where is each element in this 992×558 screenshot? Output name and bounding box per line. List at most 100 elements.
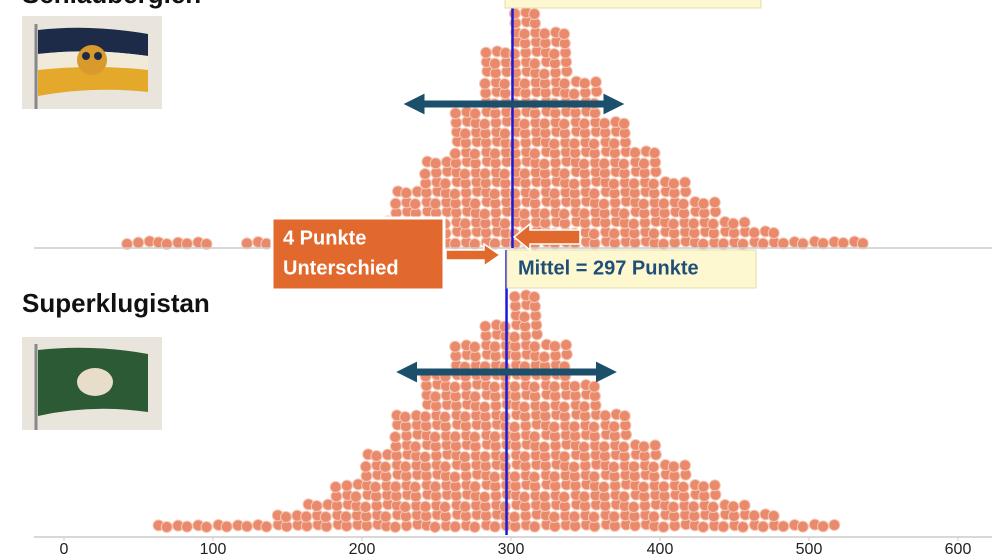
- dot: [578, 490, 591, 503]
- x-tick-label: 400: [647, 541, 674, 558]
- dot: [240, 237, 253, 250]
- dot: [181, 520, 193, 533]
- dot: [538, 351, 551, 363]
- mean-box: [506, 249, 757, 289]
- dot: [160, 521, 173, 533]
- dot: [459, 127, 472, 140]
- dot: [409, 198, 422, 210]
- dot: [607, 178, 620, 190]
- dot: [578, 400, 591, 413]
- dot: [389, 431, 402, 443]
- dot: [628, 177, 640, 190]
- dot: [597, 481, 610, 493]
- dot: [679, 176, 691, 189]
- dot: [608, 420, 621, 433]
- x-tick-label: 500: [796, 541, 823, 558]
- dot: [628, 460, 640, 473]
- dot: [648, 147, 661, 159]
- dot: [637, 157, 650, 170]
- dot: [856, 237, 869, 250]
- dot: [528, 57, 541, 70]
- dot: [429, 431, 441, 443]
- dot: [349, 490, 362, 503]
- dot: [608, 137, 621, 150]
- dot: [300, 510, 313, 523]
- dot: [419, 500, 432, 513]
- dot: [738, 216, 751, 229]
- annotation-box: [270, 216, 446, 292]
- dot: [399, 501, 412, 513]
- dot: [607, 461, 620, 473]
- dot: [488, 147, 501, 160]
- dot: [528, 381, 541, 393]
- dot: [558, 450, 571, 463]
- dot: [748, 226, 761, 239]
- dot: [587, 228, 600, 240]
- dot: [548, 511, 561, 523]
- dot: [608, 227, 621, 240]
- panel-title: Schlaubergien: [22, 0, 201, 9]
- dot: [329, 481, 342, 493]
- dot: [589, 76, 602, 88]
- dot: [568, 380, 581, 393]
- dot: [438, 411, 451, 423]
- dot: [488, 520, 501, 533]
- dot: [687, 217, 700, 230]
- dot: [637, 198, 650, 210]
- dot: [627, 218, 640, 230]
- dot: [479, 77, 491, 90]
- dot: [449, 147, 462, 160]
- dot: [399, 411, 412, 423]
- dot: [528, 147, 541, 160]
- dot: [548, 421, 561, 433]
- dot: [419, 451, 432, 463]
- arrow: [445, 242, 502, 268]
- dot: [578, 77, 591, 90]
- dot: [657, 480, 670, 493]
- annotation: Unterschied: [283, 257, 399, 279]
- dot: [478, 208, 491, 220]
- dot: [488, 471, 501, 483]
- dot: [647, 510, 660, 523]
- dot: [757, 520, 770, 533]
- dot: [738, 499, 751, 512]
- dot: [587, 511, 600, 523]
- dot: [479, 450, 491, 463]
- dot: [469, 480, 482, 493]
- dot: [359, 460, 372, 473]
- dot: [558, 491, 571, 503]
- dot: [568, 510, 581, 523]
- dot: [587, 138, 600, 150]
- dot: [560, 339, 573, 351]
- dot: [310, 500, 323, 512]
- dot: [796, 237, 809, 250]
- dot: [518, 311, 531, 323]
- dot: [488, 57, 501, 70]
- dot: [558, 118, 571, 130]
- dot: [429, 197, 442, 210]
- dot: [478, 401, 491, 413]
- dot: [498, 127, 511, 140]
- dot: [369, 481, 382, 493]
- dot: [240, 520, 253, 533]
- x-tick-label: 300: [498, 541, 525, 558]
- dot: [508, 470, 521, 483]
- arrow: [512, 222, 581, 252]
- dot: [459, 217, 472, 230]
- dot: [647, 178, 660, 190]
- dot: [468, 148, 481, 160]
- dot: [508, 421, 521, 433]
- dot: [707, 218, 720, 230]
- dot: [667, 177, 680, 190]
- dot: [419, 168, 432, 180]
- dot: [319, 511, 332, 523]
- dot: [548, 380, 561, 393]
- dot: [767, 227, 780, 239]
- dot: [767, 510, 780, 522]
- dot: [538, 207, 551, 220]
- dot: [409, 440, 422, 453]
- dot: [617, 158, 630, 170]
- dot: [598, 117, 611, 130]
- dot: [647, 227, 660, 240]
- dot: [508, 290, 521, 303]
